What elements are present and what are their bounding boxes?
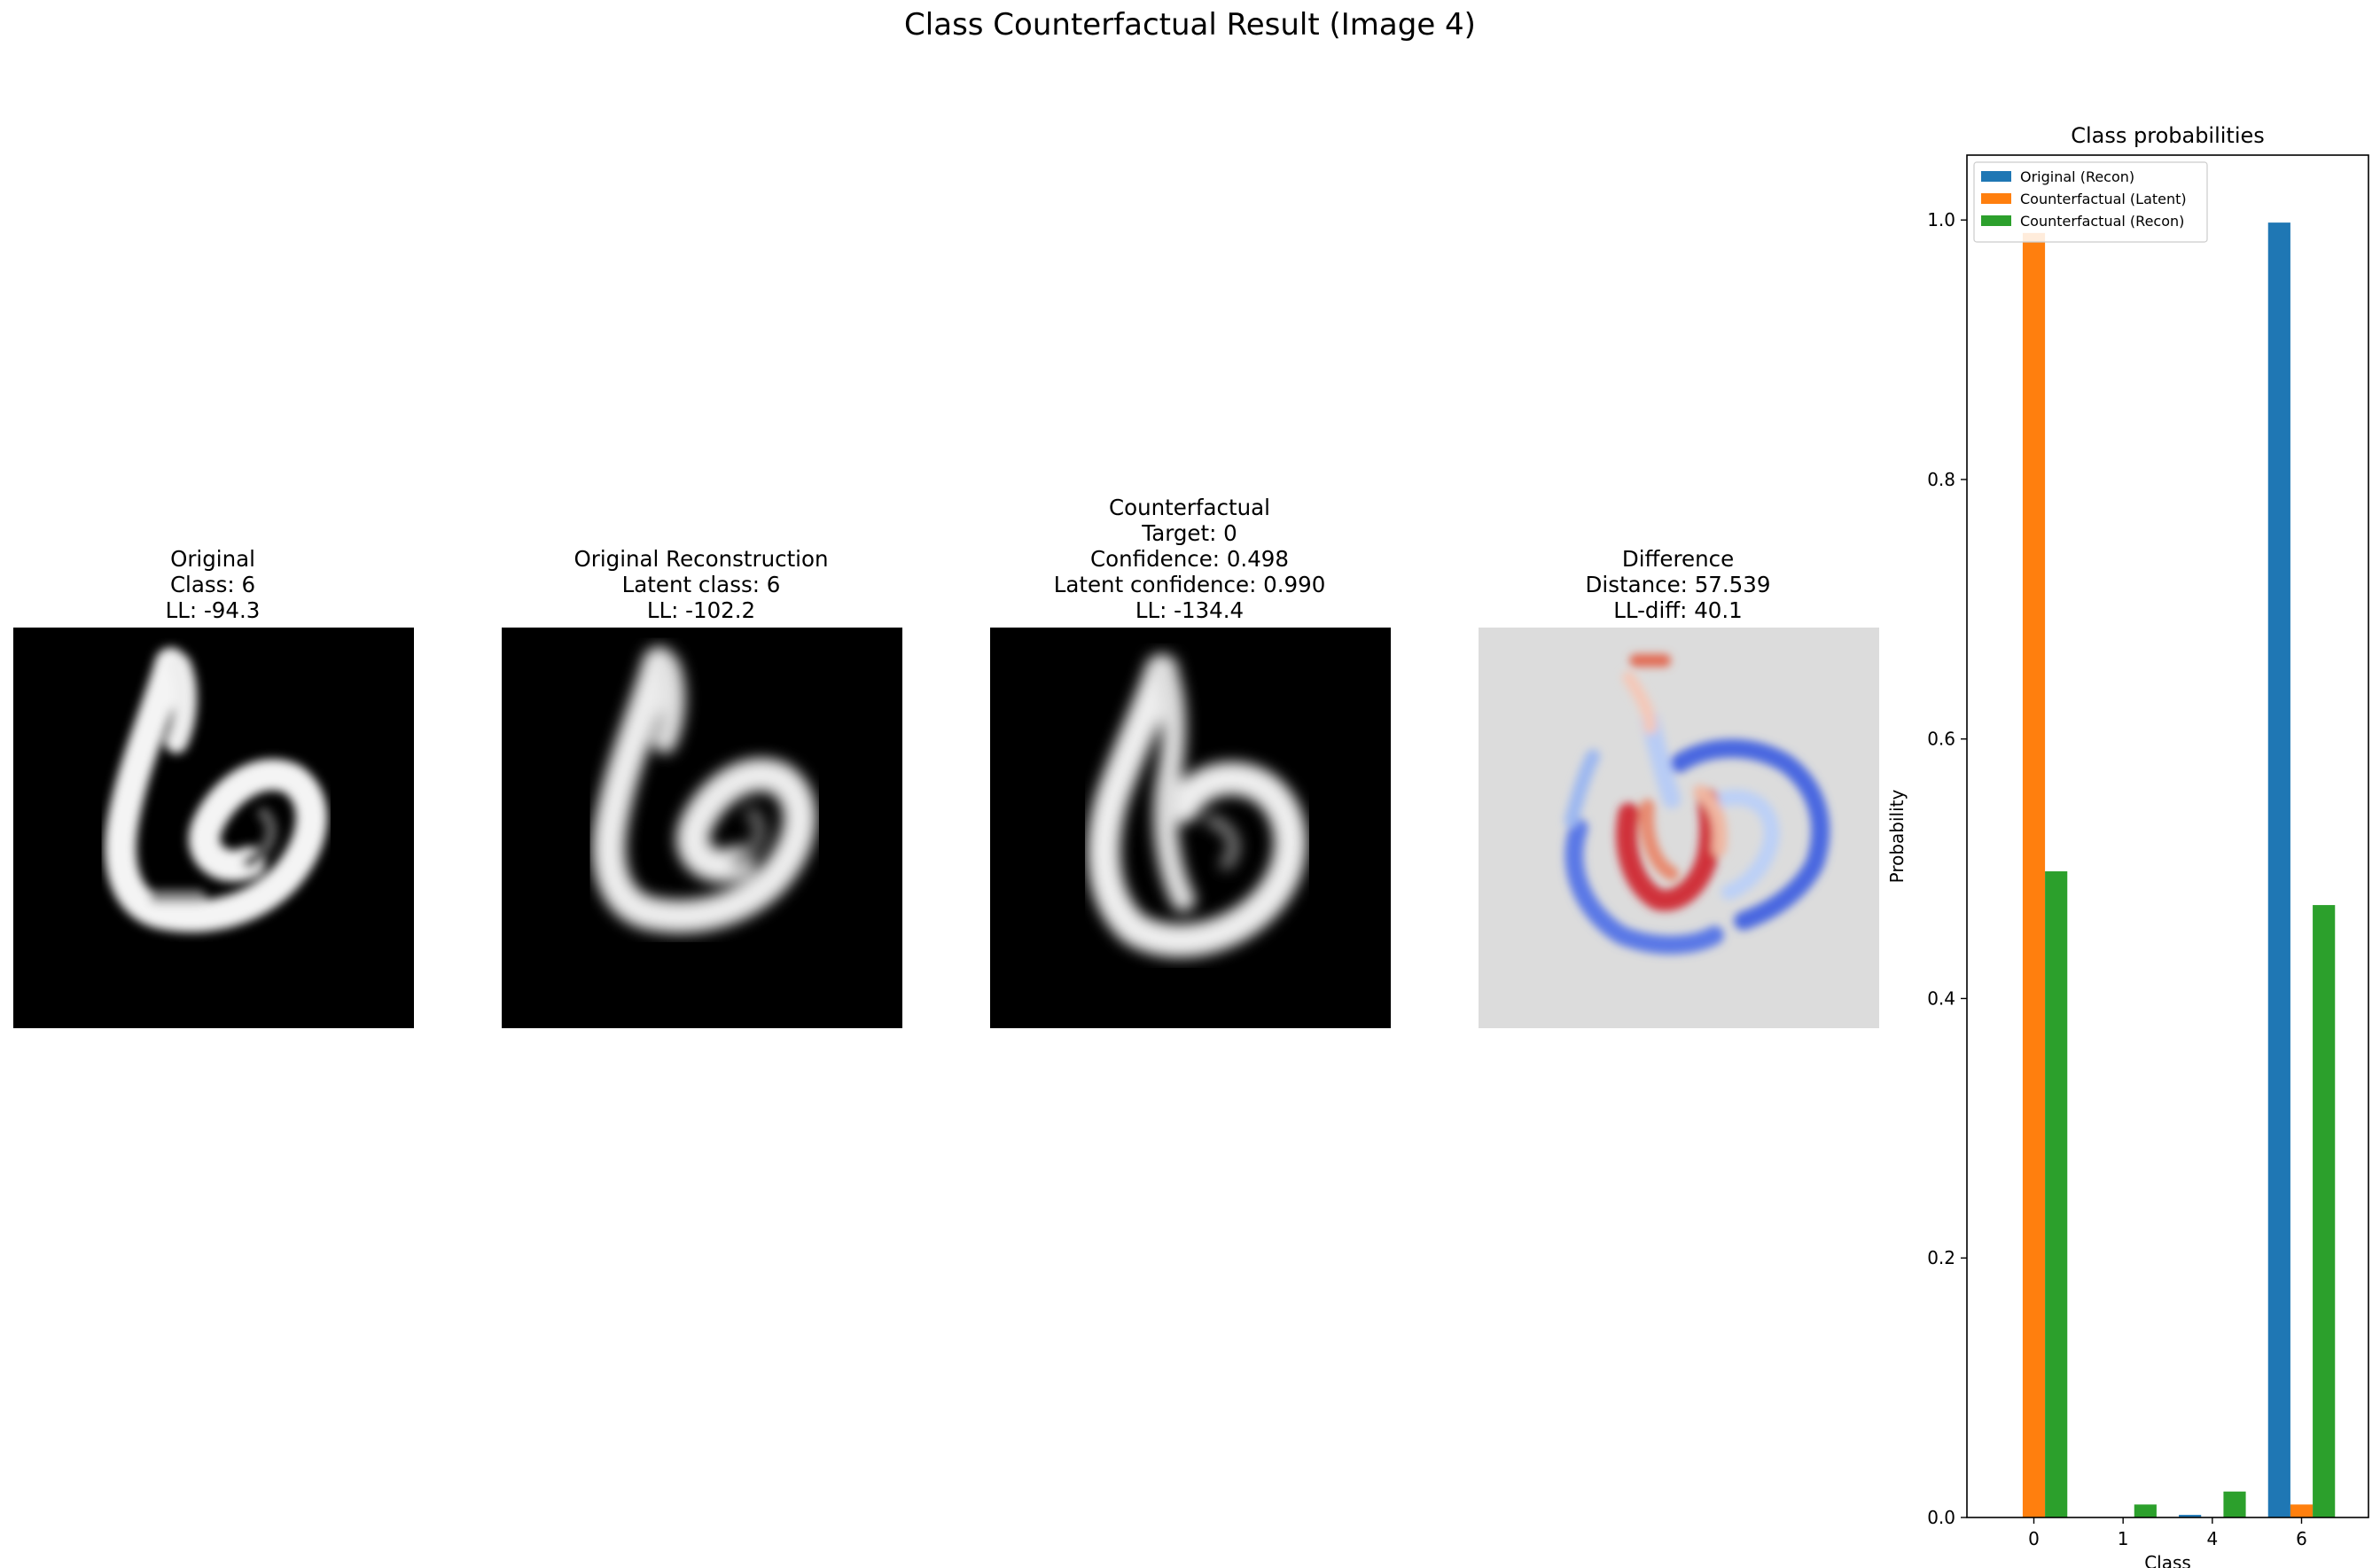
difference-title: Difference Distance: 57.539 LL-diff: 40.…	[1430, 546, 1926, 623]
y-tick-label: 1.0	[1927, 209, 1955, 230]
counterfactual-latent-confidence-line: Latent confidence: 0.990	[1053, 572, 1326, 597]
x-axis-label: Class	[2144, 1552, 2191, 1568]
chart-title: Class probabilities	[2071, 123, 2265, 148]
bar-original-recon-class-6	[2267, 222, 2290, 1518]
reconstruction-class-line: Latent class: 6	[621, 572, 781, 597]
counterfactual-title-line: Counterfactual	[1109, 495, 1270, 520]
legend-label: Counterfactual (Recon)	[2020, 213, 2184, 230]
plot-frame	[1966, 154, 2369, 1518]
x-tick-label: 4	[2206, 1528, 2218, 1549]
difference-lldiff-line: LL-diff: 40.1	[1613, 597, 1743, 623]
bar-counterfactual-recon-class-4	[2223, 1491, 2246, 1517]
counterfactual-target-line: Target: 0	[1142, 520, 1237, 546]
y-tick-label: 0.4	[1927, 987, 1955, 1009]
legend-swatch	[1981, 171, 2011, 182]
reconstruction-title: Original Reconstruction Latent class: 6 …	[453, 546, 949, 623]
original-title: Original Class: 6 LL: -94.3	[0, 546, 461, 623]
legend-label: Counterfactual (Latent)	[2020, 191, 2187, 207]
y-tick-label: 0.6	[1927, 729, 1955, 750]
reconstruction-title-line: Original Reconstruction	[574, 546, 829, 572]
counterfactual-title: Counterfactual Target: 0 Confidence: 0.4…	[941, 495, 1438, 623]
legend-box	[1973, 161, 2208, 243]
bar-counterfactual-recon-class-1	[2134, 1504, 2157, 1517]
difference-distance-line: Distance: 57.539	[1585, 572, 1771, 597]
original-class-line: Class: 6	[169, 572, 256, 597]
reconstruction-ll-line: LL: -102.2	[646, 597, 756, 623]
x-tick-label: 0	[2028, 1528, 2040, 1549]
y-tick-label: 0.8	[1927, 469, 1955, 490]
difference-title-line: Difference	[1621, 546, 1735, 572]
counterfactual-ll-line: LL: -134.4	[1135, 597, 1245, 623]
original-ll-line: LL: -94.3	[165, 597, 261, 623]
y-tick-label: 0.0	[1927, 1507, 1955, 1528]
y-tick-label: 0.2	[1927, 1247, 1955, 1268]
x-tick-label: 6	[2296, 1528, 2307, 1549]
x-tick-label: 1	[2118, 1528, 2129, 1549]
original-title-line: Original	[170, 546, 255, 572]
reconstruction-image	[502, 628, 902, 1028]
difference-heatmap	[1479, 628, 1879, 1028]
counterfactual-image	[990, 628, 1391, 1028]
original-image	[13, 628, 414, 1028]
bar-counterfactual-latent-class-6	[2290, 1504, 2314, 1517]
legend-swatch	[1981, 215, 2011, 226]
legend-swatch	[1981, 193, 2011, 204]
bar-counterfactual-latent-class-0	[2022, 232, 2046, 1517]
bar-counterfactual-recon-class-6	[2313, 905, 2336, 1517]
legend-label: Original (Recon)	[2020, 168, 2134, 185]
bar-original-recon-class-4	[2179, 1515, 2202, 1517]
figure-suptitle: Class Counterfactual Result (Image 4)	[904, 7, 1476, 43]
counterfactual-confidence-line: Confidence: 0.498	[1090, 546, 1289, 572]
y-axis-label: Probability	[1886, 789, 1908, 883]
bar-counterfactual-recon-class-0	[2045, 871, 2068, 1517]
